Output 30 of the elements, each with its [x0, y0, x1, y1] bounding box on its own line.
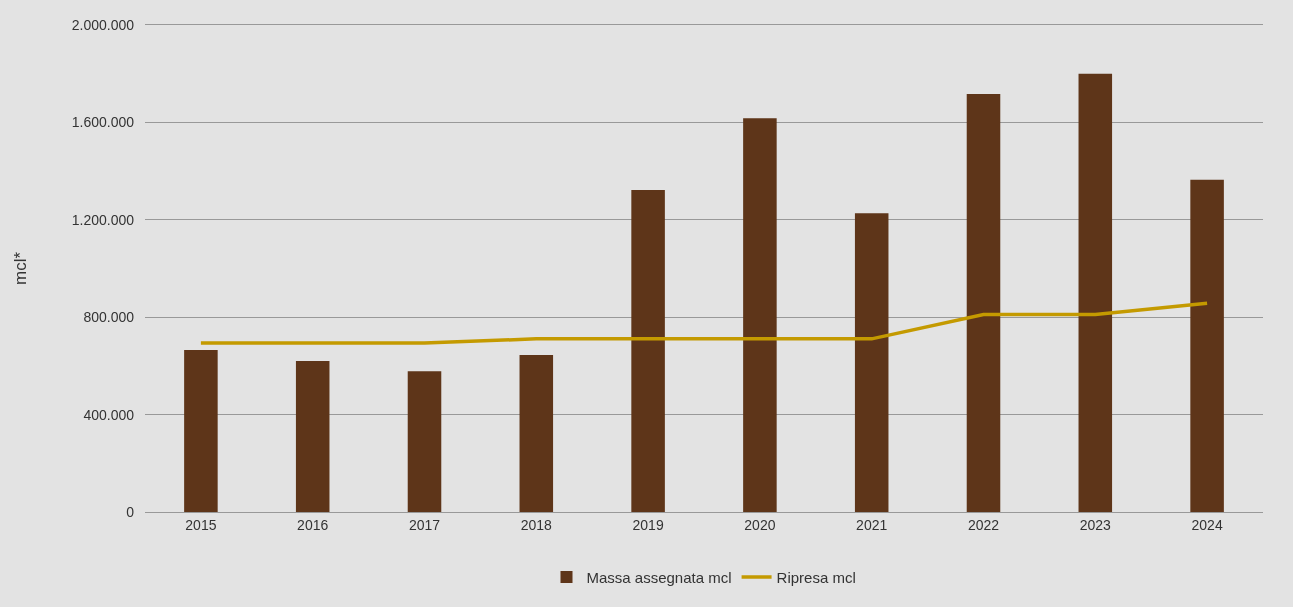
y-tick-label: 0	[126, 503, 135, 520]
bar	[631, 190, 665, 512]
legend-label: Massa assegnata mcl	[586, 568, 732, 586]
y-tick-label: 1.600.000	[71, 114, 135, 131]
bar	[1078, 73, 1113, 512]
x-tick-label: 2017	[408, 516, 441, 533]
bar	[1190, 179, 1224, 512]
y-axis-title: mcl*	[11, 251, 31, 286]
bar	[743, 118, 777, 512]
bar	[854, 213, 889, 512]
bar	[407, 371, 442, 512]
y-tick-label: 400.000	[83, 406, 135, 423]
line-series	[199, 301, 1209, 345]
x-tick-label: 2023	[1079, 516, 1112, 533]
bar	[519, 354, 554, 512]
x-tick-label: 2018	[520, 516, 553, 533]
bar	[966, 93, 1001, 512]
y-tick-label: 800.000	[83, 309, 135, 326]
y-tick-label: 2.000.000	[71, 16, 135, 33]
x-tick-label: 2016	[297, 516, 329, 533]
x-tick-label: 2020	[744, 516, 776, 533]
legend-label: Ripresa mcl	[776, 568, 856, 586]
x-tick-label: 2024	[1191, 516, 1223, 533]
x-tick-label: 2022	[967, 516, 1000, 533]
x-tick-label: 2015	[185, 516, 217, 533]
x-tick-label: 2019	[632, 516, 664, 533]
bar	[184, 350, 218, 512]
bar	[295, 361, 330, 512]
y-tick-label: 1.200.000	[71, 211, 135, 228]
x-tick-label: 2021	[856, 516, 888, 533]
